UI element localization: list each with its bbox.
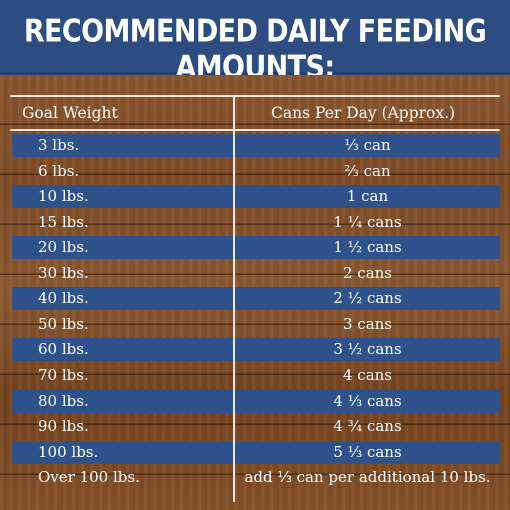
table-row: 10 lbs. 1 can [12, 185, 500, 209]
header-goal-weight: Goal Weight [22, 104, 118, 122]
cans-per-day-cell: 5 ⅓ cans [333, 442, 402, 461]
goal-weight-cell: Over 100 lbs. [38, 468, 140, 487]
column-divider [233, 96, 235, 502]
cans-per-day-cell: 3 cans [342, 314, 392, 333]
header-rule [10, 129, 500, 131]
header-cans-per-day: Cans Per Day (Approx.) [271, 104, 456, 122]
cans-per-day-cell: 1 ½ cans [333, 238, 402, 257]
table-row: 30 lbs. 2 cans [12, 262, 500, 285]
goal-weight-cell: 80 lbs. [38, 391, 89, 410]
cans-per-day-cell: 4 ⅓ cans [333, 391, 402, 410]
cans-per-day-cell: 4 ¾ cans [333, 417, 402, 436]
goal-weight-cell: 40 lbs. [38, 289, 89, 308]
table-row: 90 lbs. 4 ¾ cans [12, 415, 500, 438]
title-banner: RECOMMENDED DAILY FEEDING AMOUNTS: [0, 0, 510, 85]
goal-weight-cell: 90 lbs. [38, 417, 89, 436]
table-row: 3 lbs. ⅓ can [12, 134, 500, 157]
table-top-rule [10, 95, 500, 97]
goal-weight-cell: 6 lbs. [38, 161, 80, 180]
goal-weight-cell: 15 lbs. [38, 212, 89, 231]
cans-per-day-cell: 2 ½ cans [333, 289, 402, 308]
table-row: 50 lbs. 3 cans [12, 313, 500, 336]
cans-per-day-cell: 2 cans [342, 263, 392, 282]
table-row: 6 lbs. ⅔ can [12, 160, 500, 183]
cans-per-day-cell: ⅔ can [344, 161, 391, 180]
cans-per-day-cell: 4 cans [342, 366, 392, 384]
goal-weight-cell: 70 lbs. [38, 366, 89, 384]
cans-per-day-cell: ⅓ can [344, 136, 391, 154]
cans-per-day-cell: 3 ½ cans [333, 340, 402, 359]
goal-weight-cell: 60 lbs. [38, 340, 89, 359]
table-row: 40 lbs. 2 ½ cans [12, 287, 500, 311]
cans-per-day-cell: 1 ¼ cans [333, 212, 402, 231]
table-row: 80 lbs. 4 ⅓ cans [12, 389, 500, 413]
table-row: 100 lbs. 5 ⅓ cans [12, 440, 500, 464]
table-row: 15 lbs. 1 ¼ cans [12, 211, 500, 234]
goal-weight-cell: 3 lbs. [38, 136, 80, 154]
goal-weight-cell: 10 lbs. [38, 187, 89, 206]
table-row: Over 100 lbs. add ⅓ can per additional 10… [12, 466, 500, 489]
table-row: 70 lbs. 4 cans [12, 364, 500, 387]
goal-weight-cell: 20 lbs. [38, 238, 89, 257]
table-row: 60 lbs. 3 ½ cans [12, 338, 500, 362]
cans-per-day-cell: 1 can [346, 187, 389, 206]
table-row: 20 lbs. 1 ½ cans [12, 236, 500, 260]
goal-weight-cell: 30 lbs. [38, 263, 89, 282]
goal-weight-cell: 100 lbs. [38, 442, 99, 461]
goal-weight-cell: 50 lbs. [38, 314, 89, 333]
page-title: RECOMMENDED DAILY FEEDING AMOUNTS: [23, 14, 487, 86]
cans-per-day-cell: add ⅓ can per additional 10 lbs. [244, 468, 491, 487]
